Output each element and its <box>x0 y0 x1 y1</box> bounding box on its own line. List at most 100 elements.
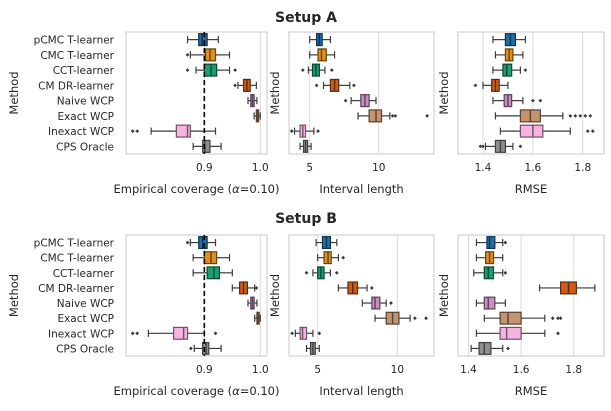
box-6 <box>253 109 261 123</box>
box-3 <box>300 63 334 77</box>
method-tick-label: Naive WCP <box>57 96 114 108</box>
box-5 <box>492 94 543 108</box>
outlier-point <box>538 98 543 103</box>
x-tick-label: 1.8 <box>574 162 591 174</box>
method-tick-label: Inexact WCP <box>48 126 114 138</box>
panel-1: 0.9 1.0 Empirical coverage (α=0.10) Method p… <box>7 31 280 196</box>
outlier-point <box>329 68 334 73</box>
box-4 <box>231 281 259 295</box>
x-tick-label: 1.6 <box>525 162 542 174</box>
panel-6: 1.4 1.6 1.8 RMSE Method <box>437 234 605 398</box>
outlier-point <box>588 113 593 118</box>
plot-frame <box>125 31 268 155</box>
x-tick-label: 1.8 <box>565 364 582 376</box>
outlier-point <box>314 83 319 88</box>
box-1 <box>309 33 332 47</box>
outlier-point <box>424 316 428 321</box>
box-6 <box>494 109 593 123</box>
plot-frame <box>125 234 268 357</box>
x-axis-label: Interval length <box>319 182 403 196</box>
box-6 <box>374 311 428 325</box>
x-tick-label: 10 <box>372 162 385 174</box>
x-tick-label: 5 <box>306 162 313 174</box>
box-2 <box>192 251 231 265</box>
x-axis-label: Empirical coverage (α=0.10) <box>114 182 280 196</box>
x-tick-label: 1.0 <box>252 364 269 376</box>
method-tick-label: CPS Oracle <box>56 343 114 355</box>
box-4 <box>337 281 374 295</box>
box-body <box>172 326 189 340</box>
panel-3: 1.4 1.6 1.8 RMSE Method <box>437 31 605 196</box>
outlier-point <box>478 144 483 149</box>
box-body <box>371 296 381 310</box>
box-body <box>486 236 496 250</box>
outlier-point <box>573 113 578 118</box>
box-3 <box>304 266 339 280</box>
y-axis-label: Method <box>7 274 21 317</box>
box-6 <box>483 311 563 325</box>
outlier-point <box>523 68 528 73</box>
box-3 <box>192 266 233 280</box>
outlier-point <box>233 83 238 88</box>
outlier-point <box>185 52 190 57</box>
outlier-point <box>425 113 429 118</box>
box-2 <box>317 251 346 265</box>
outlier-point <box>481 144 485 149</box>
box-3 <box>473 266 508 280</box>
box-6 <box>254 311 261 325</box>
outlier-point <box>135 331 140 336</box>
x-tick-label: 1.4 <box>460 364 477 376</box>
x-tick-label: 1.4 <box>475 162 492 174</box>
box-1 <box>492 33 526 47</box>
box-8 <box>305 341 320 355</box>
box-5 <box>343 94 377 108</box>
outlier-point <box>590 129 595 134</box>
outlier-point <box>390 113 395 118</box>
outlier-point <box>317 331 322 336</box>
x-tick-label: 1.6 <box>513 364 530 376</box>
x-tick-label: 1.0 <box>252 162 269 174</box>
plot-frame <box>288 31 435 155</box>
x-axis-label-suffix: =0.10) <box>240 384 280 398</box>
plot-frame <box>457 31 605 155</box>
outlier-point <box>518 144 523 149</box>
setup-a-title: Setup A <box>275 10 337 26</box>
box-5 <box>361 296 393 310</box>
x-axis-label-suffix: =0.10) <box>240 182 280 196</box>
box-4 <box>314 78 356 92</box>
outlier-point <box>254 286 259 290</box>
outlier-point <box>316 129 320 134</box>
outlier-point <box>506 346 510 351</box>
outlier-point <box>343 98 348 103</box>
x-tick-label: 10 <box>391 364 404 376</box>
outlier-point <box>341 255 346 260</box>
method-tick-label: Naive WCP <box>57 298 114 310</box>
x-tick-label: 0.9 <box>196 162 213 174</box>
outlier-point <box>503 240 508 245</box>
box-4 <box>538 281 596 295</box>
method-tick-label: CMC T-learner <box>40 50 114 62</box>
box-4 <box>233 78 257 92</box>
outlier-point <box>233 68 238 73</box>
box-3 <box>492 63 528 77</box>
box-8 <box>189 341 222 355</box>
outlier-point <box>189 346 193 351</box>
box-1 <box>475 236 508 250</box>
y-axis-label: Method <box>437 274 451 317</box>
y-axis-label: Method <box>268 71 282 114</box>
outlier-point <box>393 113 398 118</box>
box-body <box>175 124 191 138</box>
box-7 <box>289 124 320 138</box>
outlier-point <box>300 68 305 73</box>
box-body <box>202 139 211 153</box>
box-7 <box>499 124 595 138</box>
x-axis-label-prefix: Empirical coverage ( <box>114 182 233 196</box>
outlier-point <box>369 286 374 290</box>
outlier-point <box>473 83 478 88</box>
box-1 <box>186 33 219 47</box>
x-axis-label: Interval length <box>319 384 403 398</box>
outlier-point <box>213 331 218 336</box>
outlier-point <box>304 270 309 275</box>
outlier-point <box>130 129 135 134</box>
box-2 <box>494 48 524 62</box>
